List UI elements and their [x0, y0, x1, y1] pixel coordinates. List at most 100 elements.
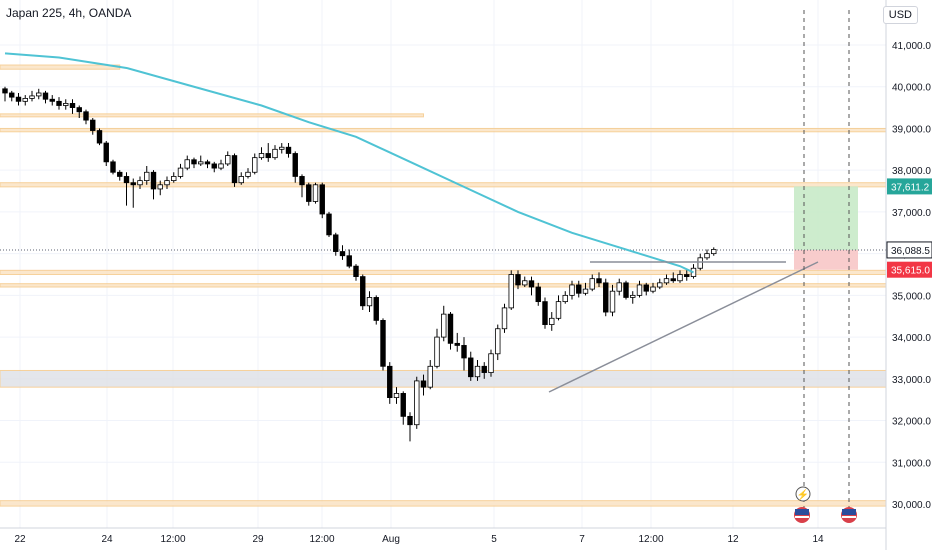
currency-label[interactable]: USD: [882, 6, 918, 24]
time-axis: 22 24 12:00 29 12:00 Aug 5 7 12:00 12 14: [14, 534, 824, 545]
trendline-support: [548, 261, 819, 393]
candle-body: [272, 148, 278, 159]
candle-body: [312, 184, 319, 202]
candles: [2, 86, 717, 442]
candle-body: [508, 274, 514, 309]
candle-body: [90, 119, 96, 131]
candle-body: [339, 251, 346, 257]
candle-body: [434, 336, 440, 367]
candle-body: [245, 171, 251, 177]
price-label-text: 36,088.5: [891, 246, 930, 257]
candle-body: [414, 380, 420, 426]
candle-body: [562, 294, 568, 303]
candle-body: [643, 284, 649, 292]
us-flag-icon[interactable]: [841, 507, 857, 523]
candle-body: [663, 278, 670, 284]
candle-body: [150, 171, 157, 190]
y-tick-label: 35,000.0: [892, 291, 931, 302]
candle-body: [198, 161, 204, 165]
candle-body: [630, 294, 636, 298]
support-resistance-zone: [0, 113, 424, 118]
candle-body: [380, 319, 386, 367]
price-labels: 37,611.2 36,088.5 35,615.0: [886, 178, 932, 278]
candle-body: [468, 357, 474, 378]
candle-body: [427, 365, 433, 388]
price-label-box: [886, 241, 932, 259]
candle-body: [225, 155, 231, 165]
candle-body: [447, 313, 454, 344]
candle-body: [123, 176, 130, 184]
y-tick-label: 37,000.0: [892, 208, 931, 219]
candle-body: [265, 153, 271, 159]
x-tick-label: 12: [727, 534, 739, 545]
candle-body: [346, 255, 352, 267]
candle-body: [333, 234, 339, 252]
x-tick-label: 24: [101, 534, 113, 545]
y-tick-label: 40,000.0: [892, 83, 931, 94]
candle-body: [596, 278, 602, 284]
x-tick-label: 22: [14, 534, 26, 545]
candle-body: [400, 393, 406, 417]
candle-body: [576, 284, 582, 294]
y-tick-label: 39,000.0: [892, 124, 931, 135]
candle-body: [191, 159, 197, 165]
price-label-text: 35,615.0: [891, 266, 930, 277]
support-resistance-zone: [0, 500, 887, 507]
candle-body: [623, 282, 629, 298]
candle-body: [218, 163, 224, 169]
candle-body: [292, 153, 298, 177]
candle-body: [49, 98, 55, 102]
candle-body: [360, 276, 366, 307]
candle-body: [15, 96, 22, 102]
candle-body: [238, 176, 244, 184]
candle-body: [184, 159, 190, 169]
risk-reward-box: [0, 186, 886, 270]
candle-body: [96, 130, 103, 144]
chart-title: Japan 225, 4h, OANDA: [6, 6, 132, 20]
candle-body: [204, 161, 211, 165]
candle-body: [130, 182, 136, 186]
symbol-name: Japan 225: [6, 6, 63, 20]
x-tick-label: 14: [812, 534, 824, 545]
x-tick-label: 12:00: [309, 534, 334, 545]
candle-body: [137, 180, 143, 186]
y-tick-label: 34,000.0: [892, 333, 931, 344]
candle-body: [56, 100, 62, 106]
candle-body: [657, 282, 663, 288]
candle-body: [522, 280, 528, 286]
horizontal-zones: [0, 64, 887, 507]
candle-body: [582, 288, 589, 294]
candle-body: [589, 278, 595, 290]
x-tick-label: 5: [491, 534, 497, 545]
candle-body: [319, 184, 325, 215]
candle-body: [549, 317, 555, 325]
candle-body: [366, 297, 373, 307]
svg-text:⚡: ⚡: [797, 488, 809, 501]
y-tick-label: 33,000.0: [892, 375, 931, 386]
support-resistance-zone: [0, 269, 887, 275]
candle-body: [36, 92, 42, 97]
candle-body: [231, 155, 238, 184]
candle-body: [299, 176, 305, 186]
candle-body: [211, 163, 217, 169]
candle-body: [501, 307, 508, 330]
candle-body: [609, 290, 616, 313]
candle-body: [252, 157, 258, 173]
candle-body: [603, 282, 609, 313]
candle-body: [157, 184, 163, 190]
candle-body: [9, 92, 15, 98]
x-tick-label: 12:00: [638, 534, 663, 545]
grid: [0, 0, 886, 528]
us-flag-icon[interactable]: [794, 507, 810, 523]
interval: 4h: [68, 6, 83, 20]
candle-body: [650, 286, 656, 292]
candle-body: [684, 274, 690, 277]
candle-body: [117, 171, 123, 177]
candle-body: [326, 213, 332, 236]
lightning-icon[interactable]: ⚡: [795, 486, 811, 502]
candle-body: [697, 257, 703, 269]
candle-body: [407, 415, 413, 426]
price-label-text: 37,611.2: [891, 182, 930, 193]
candle-body: [279, 146, 285, 150]
